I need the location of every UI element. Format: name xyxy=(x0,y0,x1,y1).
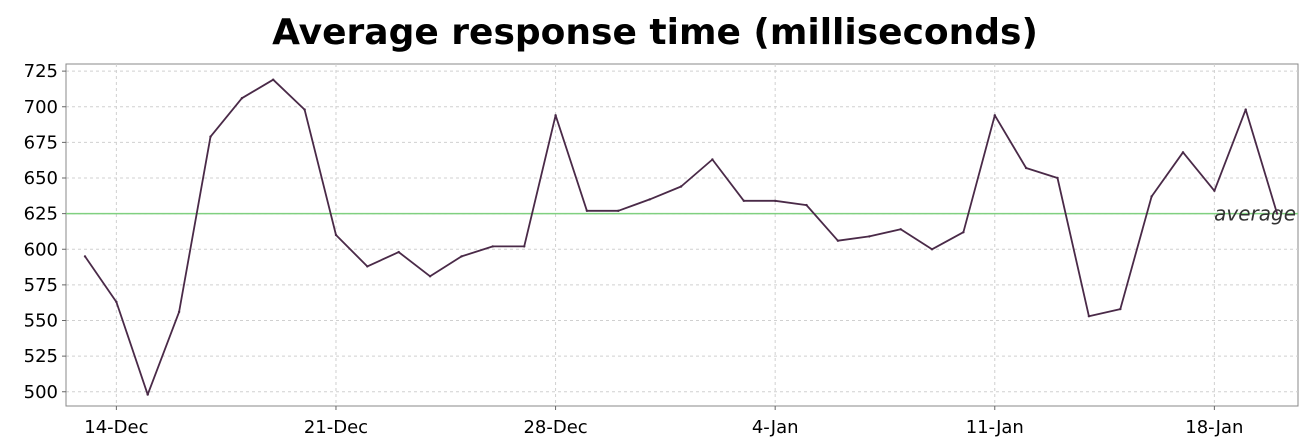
x-tick-label: 18-Jan xyxy=(1185,417,1243,438)
data-point xyxy=(1244,108,1247,111)
data-point xyxy=(742,199,745,202)
y-tick-label: 675 xyxy=(24,132,58,153)
data-point xyxy=(1213,189,1216,192)
data-point xyxy=(930,248,934,251)
plot-area xyxy=(65,63,1299,407)
y-tick-label: 700 xyxy=(24,97,58,118)
data-point xyxy=(334,233,338,237)
y-tick-label: 625 xyxy=(24,204,58,225)
data-point xyxy=(711,158,714,161)
data-point xyxy=(491,245,494,248)
x-tick-label: 11-Jan xyxy=(966,417,1024,438)
data-point xyxy=(303,108,306,111)
data-point xyxy=(1181,151,1185,154)
data-point xyxy=(523,245,526,248)
y-axis: 500 525 550 575 600 625 650 675 700 725 xyxy=(24,61,67,406)
data-point xyxy=(397,250,400,254)
data-point xyxy=(617,209,620,212)
data-point xyxy=(1056,176,1059,180)
x-axis: 14-Dec 21-Dec 28-Dec 4-Jan 11-Jan 18-Jan xyxy=(66,405,1298,438)
data-point xyxy=(460,255,463,258)
x-tick-label: 14-Dec xyxy=(84,417,148,438)
data-point xyxy=(428,275,432,278)
y-tick-label: 575 xyxy=(24,275,58,296)
data-point xyxy=(146,393,149,396)
data-point xyxy=(366,265,369,268)
y-tick-label: 725 xyxy=(24,61,58,82)
y-tick-label: 500 xyxy=(24,382,58,403)
data-point xyxy=(1087,315,1091,318)
y-tick-label: 600 xyxy=(24,239,58,260)
data-point xyxy=(585,209,589,212)
data-point xyxy=(1119,307,1122,311)
y-tick-label: 650 xyxy=(24,168,58,189)
data-point xyxy=(868,235,871,238)
data-point xyxy=(115,300,118,304)
data-point xyxy=(209,135,212,138)
data-point xyxy=(679,185,683,188)
data-point xyxy=(177,310,181,314)
data-point xyxy=(805,203,808,207)
data-point xyxy=(83,255,87,258)
data-point xyxy=(836,239,840,242)
data-point xyxy=(272,78,275,81)
chart-title: Average response time (milliseconds) xyxy=(272,12,1038,53)
data-point xyxy=(1024,166,1028,170)
data-point xyxy=(648,198,651,201)
vertical-gridlines xyxy=(115,64,1215,406)
data-point xyxy=(1150,195,1153,198)
data-point xyxy=(240,97,244,100)
y-tick-label: 525 xyxy=(24,346,58,367)
series-group xyxy=(83,78,1279,396)
average-reference-label: average xyxy=(1214,202,1296,226)
data-point xyxy=(1275,212,1279,215)
data-point xyxy=(554,114,557,117)
x-tick-label: 21-Dec xyxy=(304,417,368,438)
data-point xyxy=(962,231,965,234)
data-point xyxy=(899,228,902,231)
y-tick-label: 550 xyxy=(24,311,58,332)
x-tick-label: 28-Dec xyxy=(523,417,587,438)
average-reference: average xyxy=(66,202,1298,226)
data-point xyxy=(774,199,777,202)
x-tick-label: 4-Jan xyxy=(752,417,799,438)
data-point xyxy=(993,114,996,117)
